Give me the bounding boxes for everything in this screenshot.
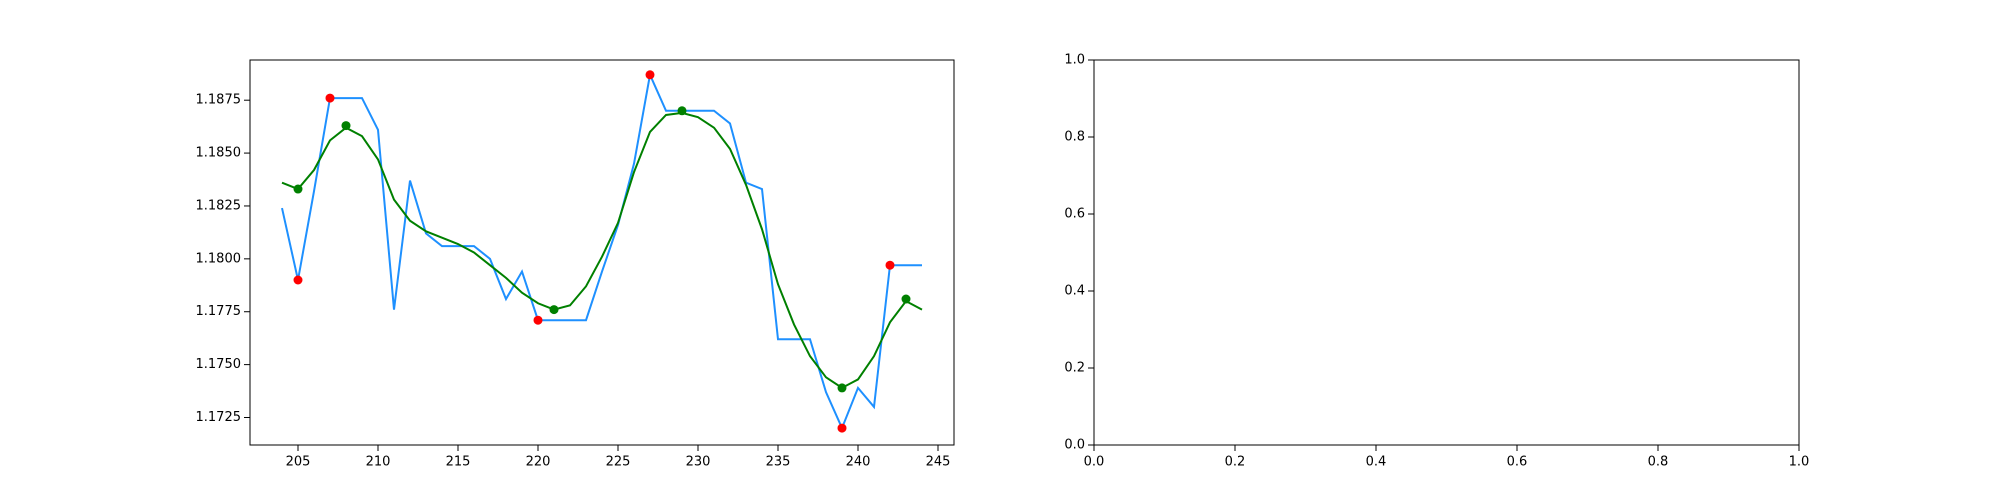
x-tick-label: 225 <box>606 455 631 470</box>
y-tick-label: 0.0 <box>1064 438 1085 453</box>
x-tick-label: 230 <box>686 455 711 470</box>
x-tick-label: 0.4 <box>1366 455 1387 470</box>
y-tick-label: 0.4 <box>1064 284 1085 299</box>
y-tick-label: 1.1775 <box>196 304 242 319</box>
x-tick-label: 245 <box>926 455 951 470</box>
y-tick-label: 1.1825 <box>196 198 242 213</box>
marker <box>645 70 655 80</box>
y-tick-label: 1.1850 <box>196 146 242 161</box>
y-tick-label: 0.8 <box>1064 130 1085 145</box>
marker <box>837 423 847 433</box>
marker <box>533 315 543 325</box>
marker <box>677 106 687 116</box>
marker <box>837 383 847 393</box>
y-tick-label: 1.1725 <box>196 410 242 425</box>
x-tick-label: 0.0 <box>1084 455 1105 470</box>
y-tick-label: 0.6 <box>1064 207 1085 222</box>
x-tick-label: 0.8 <box>1648 455 1669 470</box>
axes-frame <box>249 59 955 446</box>
y-tick-label: 1.1800 <box>196 251 242 266</box>
x-tick-label: 215 <box>446 455 471 470</box>
y-tick-label: 1.0 <box>1064 53 1085 68</box>
x-tick-label: 220 <box>526 455 551 470</box>
x-tick-label: 205 <box>286 455 311 470</box>
x-tick-label: 0.2 <box>1225 455 1246 470</box>
series-line <box>281 111 923 390</box>
axes-frame <box>1093 59 1800 446</box>
x-tick-label: 240 <box>846 455 871 470</box>
y-tick-label: 0.2 <box>1064 361 1085 376</box>
y-tick-label: 1.1750 <box>196 357 242 372</box>
marker <box>341 121 351 131</box>
marker <box>293 184 303 194</box>
x-tick-label: 210 <box>366 455 391 470</box>
series-line <box>281 71 922 431</box>
marker <box>293 275 303 285</box>
x-tick-label: 0.6 <box>1507 455 1528 470</box>
x-tick-label: 1.0 <box>1789 455 1810 470</box>
marker <box>901 294 911 304</box>
y-tick-label: 1.1875 <box>196 93 242 108</box>
marker <box>325 93 335 103</box>
marker <box>549 305 559 315</box>
marker <box>885 260 895 270</box>
x-tick-label: 235 <box>766 455 791 470</box>
